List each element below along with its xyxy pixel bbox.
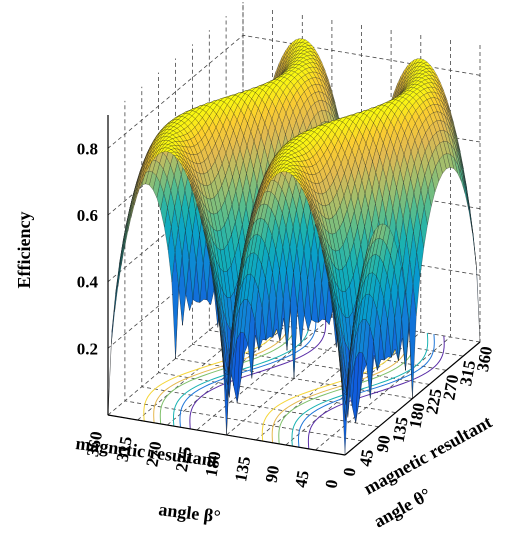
beta-gridline <box>285 32 422 446</box>
beta-tick-label: 360 <box>83 430 106 458</box>
z-tick-label: 0.4 <box>77 273 99 292</box>
beta-tick-label: 225 <box>172 445 195 473</box>
z-tick-label: 0.2 <box>77 339 98 358</box>
theta-tick-label: 225 <box>422 387 445 415</box>
theta-tick-label: 90 <box>373 434 395 454</box>
contour-line <box>261 328 399 442</box>
theta-axis-line <box>344 341 481 456</box>
beta-axis-line <box>107 414 346 456</box>
contour-line <box>189 315 327 429</box>
contour-line <box>307 335 445 449</box>
x-axis-label-line2: angle β° <box>158 499 222 526</box>
z-axis-label: Efficiency <box>14 212 34 289</box>
beta-tick-label: 0 <box>321 478 341 490</box>
theta-tick-label: 45 <box>356 448 378 468</box>
theta-gridline <box>158 72 396 413</box>
beta-tick-label: 270 <box>142 440 165 468</box>
theta-tick-label: 315 <box>456 359 479 387</box>
tick-labels: 360 315 270 225 180 135 90 45 004590135180225270… <box>77 139 496 490</box>
beta-tick-label: 180 <box>202 450 225 478</box>
theta-gridline <box>124 100 362 442</box>
beta-tick-label: 90 <box>262 464 284 484</box>
theta-gridline <box>141 86 379 428</box>
beta-tick-label: 45 <box>291 469 313 489</box>
surface-patch <box>341 372 349 456</box>
theta-tick-label: 0 <box>339 466 359 478</box>
z-tick-label: 0.6 <box>77 206 98 225</box>
beta-tick-label: 135 <box>231 455 254 483</box>
theta-tick-label: 180 <box>406 401 429 429</box>
theta-tick-label: 135 <box>389 415 412 443</box>
contour-line <box>143 308 281 422</box>
theta-tick-label: 360 <box>473 345 496 373</box>
surface-patch <box>472 234 481 343</box>
contour-line <box>298 334 435 448</box>
surface-mesh <box>107 38 481 456</box>
contour-line <box>179 314 317 428</box>
axes <box>107 115 481 456</box>
theta-tick-label: 270 <box>439 373 462 401</box>
z-tick-label: 0.8 <box>77 139 98 158</box>
beta-tick-label: 315 <box>113 435 136 463</box>
